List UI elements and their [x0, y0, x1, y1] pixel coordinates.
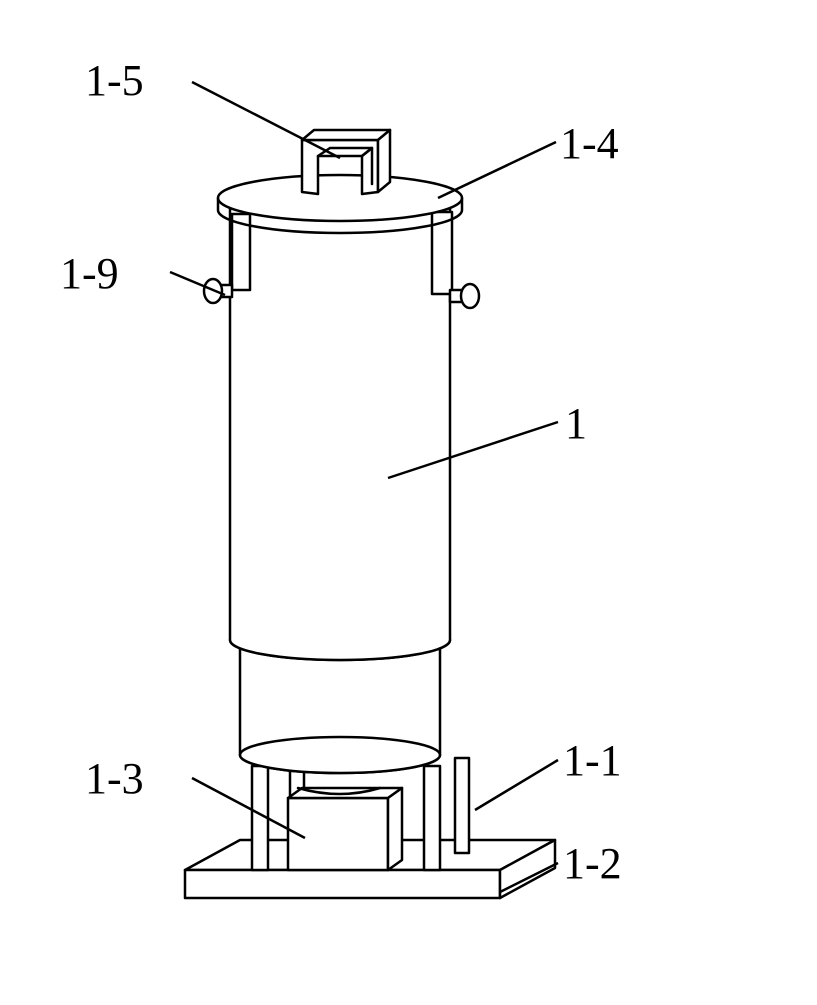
label-1: 1	[565, 398, 587, 449]
technical-diagram: 1-5 1-4 1-9 1 1-3 1-1 1-2	[0, 0, 817, 1000]
label-1-3: 1-3	[85, 753, 144, 804]
label-1-2: 1-2	[563, 838, 622, 889]
label-1-1: 1-1	[563, 735, 622, 786]
device-drawing	[0, 0, 817, 1000]
outlet-box	[288, 788, 402, 870]
label-1-4: 1-4	[560, 118, 619, 169]
label-1-5: 1-5	[85, 55, 144, 106]
label-1-9: 1-9	[60, 248, 119, 299]
cylinder-body	[230, 205, 450, 660]
